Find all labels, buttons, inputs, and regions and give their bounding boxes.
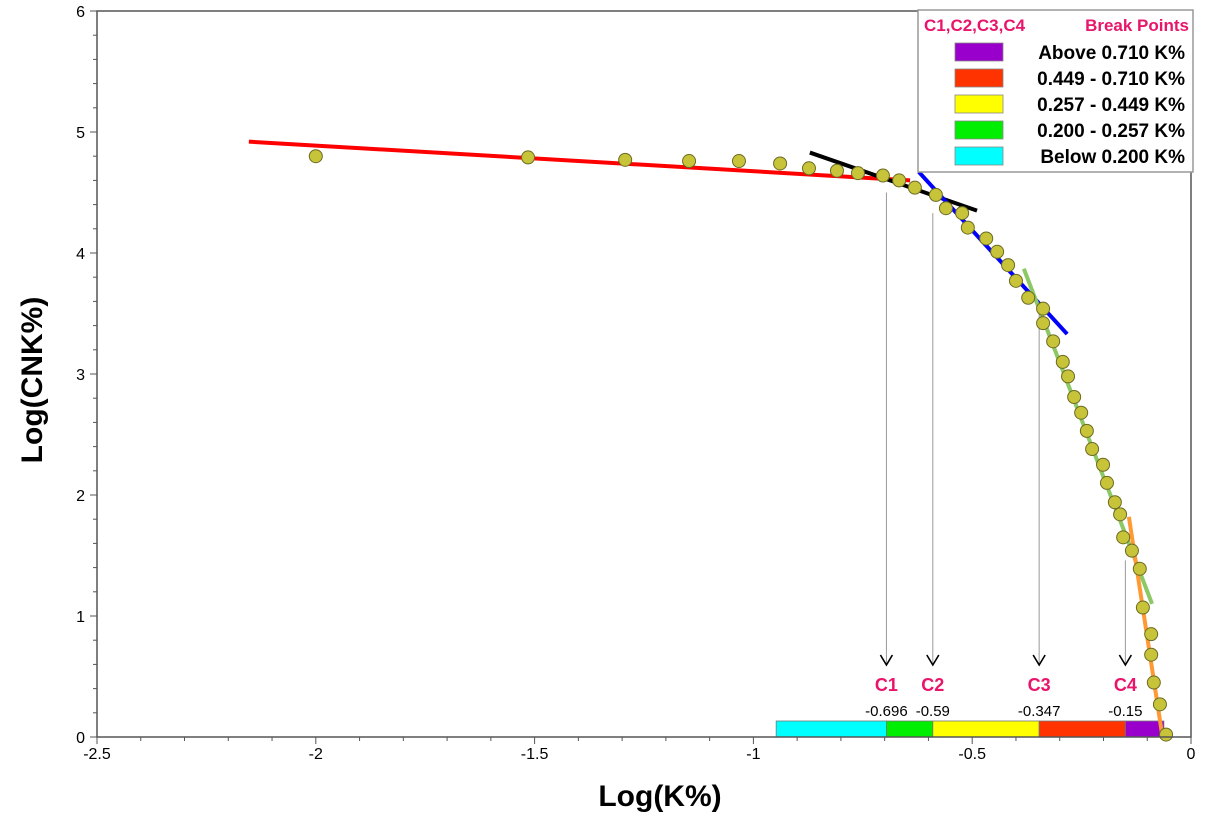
data-point [907, 180, 922, 195]
x-tick-label: -2.5 [83, 746, 111, 763]
data-point [875, 168, 890, 183]
data-point [1055, 354, 1070, 369]
data-point [1074, 405, 1089, 420]
legend-title-left: C1,C2,C3,C4 [924, 16, 1026, 35]
y-tick-label: 2 [76, 488, 85, 505]
data-point [1144, 627, 1159, 642]
data-point [1008, 273, 1023, 288]
data-point [1021, 290, 1036, 305]
legend-label: 0.257 - 0.449 K% [1037, 95, 1185, 116]
data-point [801, 161, 816, 176]
y-tick-label: 1 [76, 609, 85, 626]
data-point [1144, 647, 1159, 662]
data-point [1159, 727, 1174, 742]
y-tick-label: 5 [76, 125, 85, 142]
data-point [892, 173, 907, 188]
data-point [521, 150, 536, 165]
break-point-label: C3 [1028, 675, 1051, 695]
legend: C1,C2,C3,C4 Break Points Above 0.710 K% 0… [917, 9, 1194, 173]
data-point [955, 206, 970, 221]
data-point [1046, 334, 1061, 349]
arrow-down-icon [926, 654, 940, 667]
arrow-down-icon [1032, 654, 1046, 667]
break-bar-segment [775, 720, 887, 738]
break-bar-segment [1038, 720, 1126, 738]
data-point [1146, 675, 1161, 690]
data-point [308, 149, 323, 164]
data-point [1135, 600, 1150, 615]
fit-line-red [248, 139, 911, 183]
data-point [618, 152, 633, 167]
legend-label: Above 0.710 K% [1038, 43, 1185, 64]
legend-swatch [954, 120, 1004, 140]
data-point [1079, 423, 1094, 438]
data-point [1085, 442, 1100, 457]
legend-swatch [954, 146, 1004, 166]
y-tick-label: 0 [76, 730, 85, 747]
x-tick-label: -2 [309, 746, 323, 763]
y-axis-label: Log(CNK%) [16, 297, 49, 464]
data-point [773, 156, 788, 171]
break-point-value: -0.347 [1018, 703, 1061, 720]
data-point [1099, 475, 1114, 490]
data-point [1132, 561, 1147, 576]
data-point [850, 166, 865, 181]
legend-label: Below 0.200 K% [1040, 147, 1185, 168]
legend-label: 0.449 - 0.710 K% [1037, 69, 1185, 90]
break-point-label: C2 [921, 675, 944, 695]
data-point [1061, 369, 1076, 384]
legend-swatch [954, 68, 1004, 88]
data-point [1096, 457, 1111, 472]
legend-swatch [954, 94, 1004, 114]
y-tick-label: 6 [76, 4, 85, 21]
break-point-value: -0.696 [865, 703, 908, 720]
x-tick-label: -0.5 [958, 746, 986, 763]
y-tick-label: 3 [76, 367, 85, 384]
data-point [979, 231, 994, 246]
data-point [1036, 301, 1051, 316]
x-tick-label: -1 [746, 746, 760, 763]
break-bar-segment [932, 720, 1040, 738]
data-point [938, 201, 953, 216]
data-point [990, 244, 1005, 259]
data-point [731, 154, 746, 169]
data-point [682, 154, 697, 169]
break-point-label: C1 [875, 675, 898, 695]
arrow-down-icon [879, 654, 894, 667]
data-point [1001, 258, 1016, 273]
data-point [829, 163, 844, 178]
legend-swatch [954, 42, 1004, 62]
data-point [928, 187, 943, 202]
data-point [1113, 507, 1128, 522]
arrow-down-icon [1118, 654, 1133, 667]
break-bar-segment [886, 720, 934, 738]
data-point [1152, 697, 1167, 712]
x-axis-label: Log(K%) [598, 780, 721, 813]
data-point [1116, 530, 1131, 545]
break-bar-segment [1124, 720, 1165, 738]
x-tick-label: 0 [1187, 746, 1196, 763]
legend-label: 0.200 - 0.257 K% [1037, 121, 1185, 142]
data-point [1124, 543, 1139, 558]
data-point [1107, 495, 1122, 510]
data-point [1036, 316, 1051, 331]
legend-title-right: Break Points [1085, 16, 1189, 35]
x-tick-label: -1.5 [521, 746, 549, 763]
y-tick-label: 4 [76, 246, 85, 263]
data-point [1067, 389, 1082, 404]
break-point-label: C4 [1114, 675, 1137, 695]
data-point [960, 220, 975, 235]
break-point-value: -0.59 [916, 703, 950, 720]
break-point-value: -0.15 [1108, 703, 1142, 720]
